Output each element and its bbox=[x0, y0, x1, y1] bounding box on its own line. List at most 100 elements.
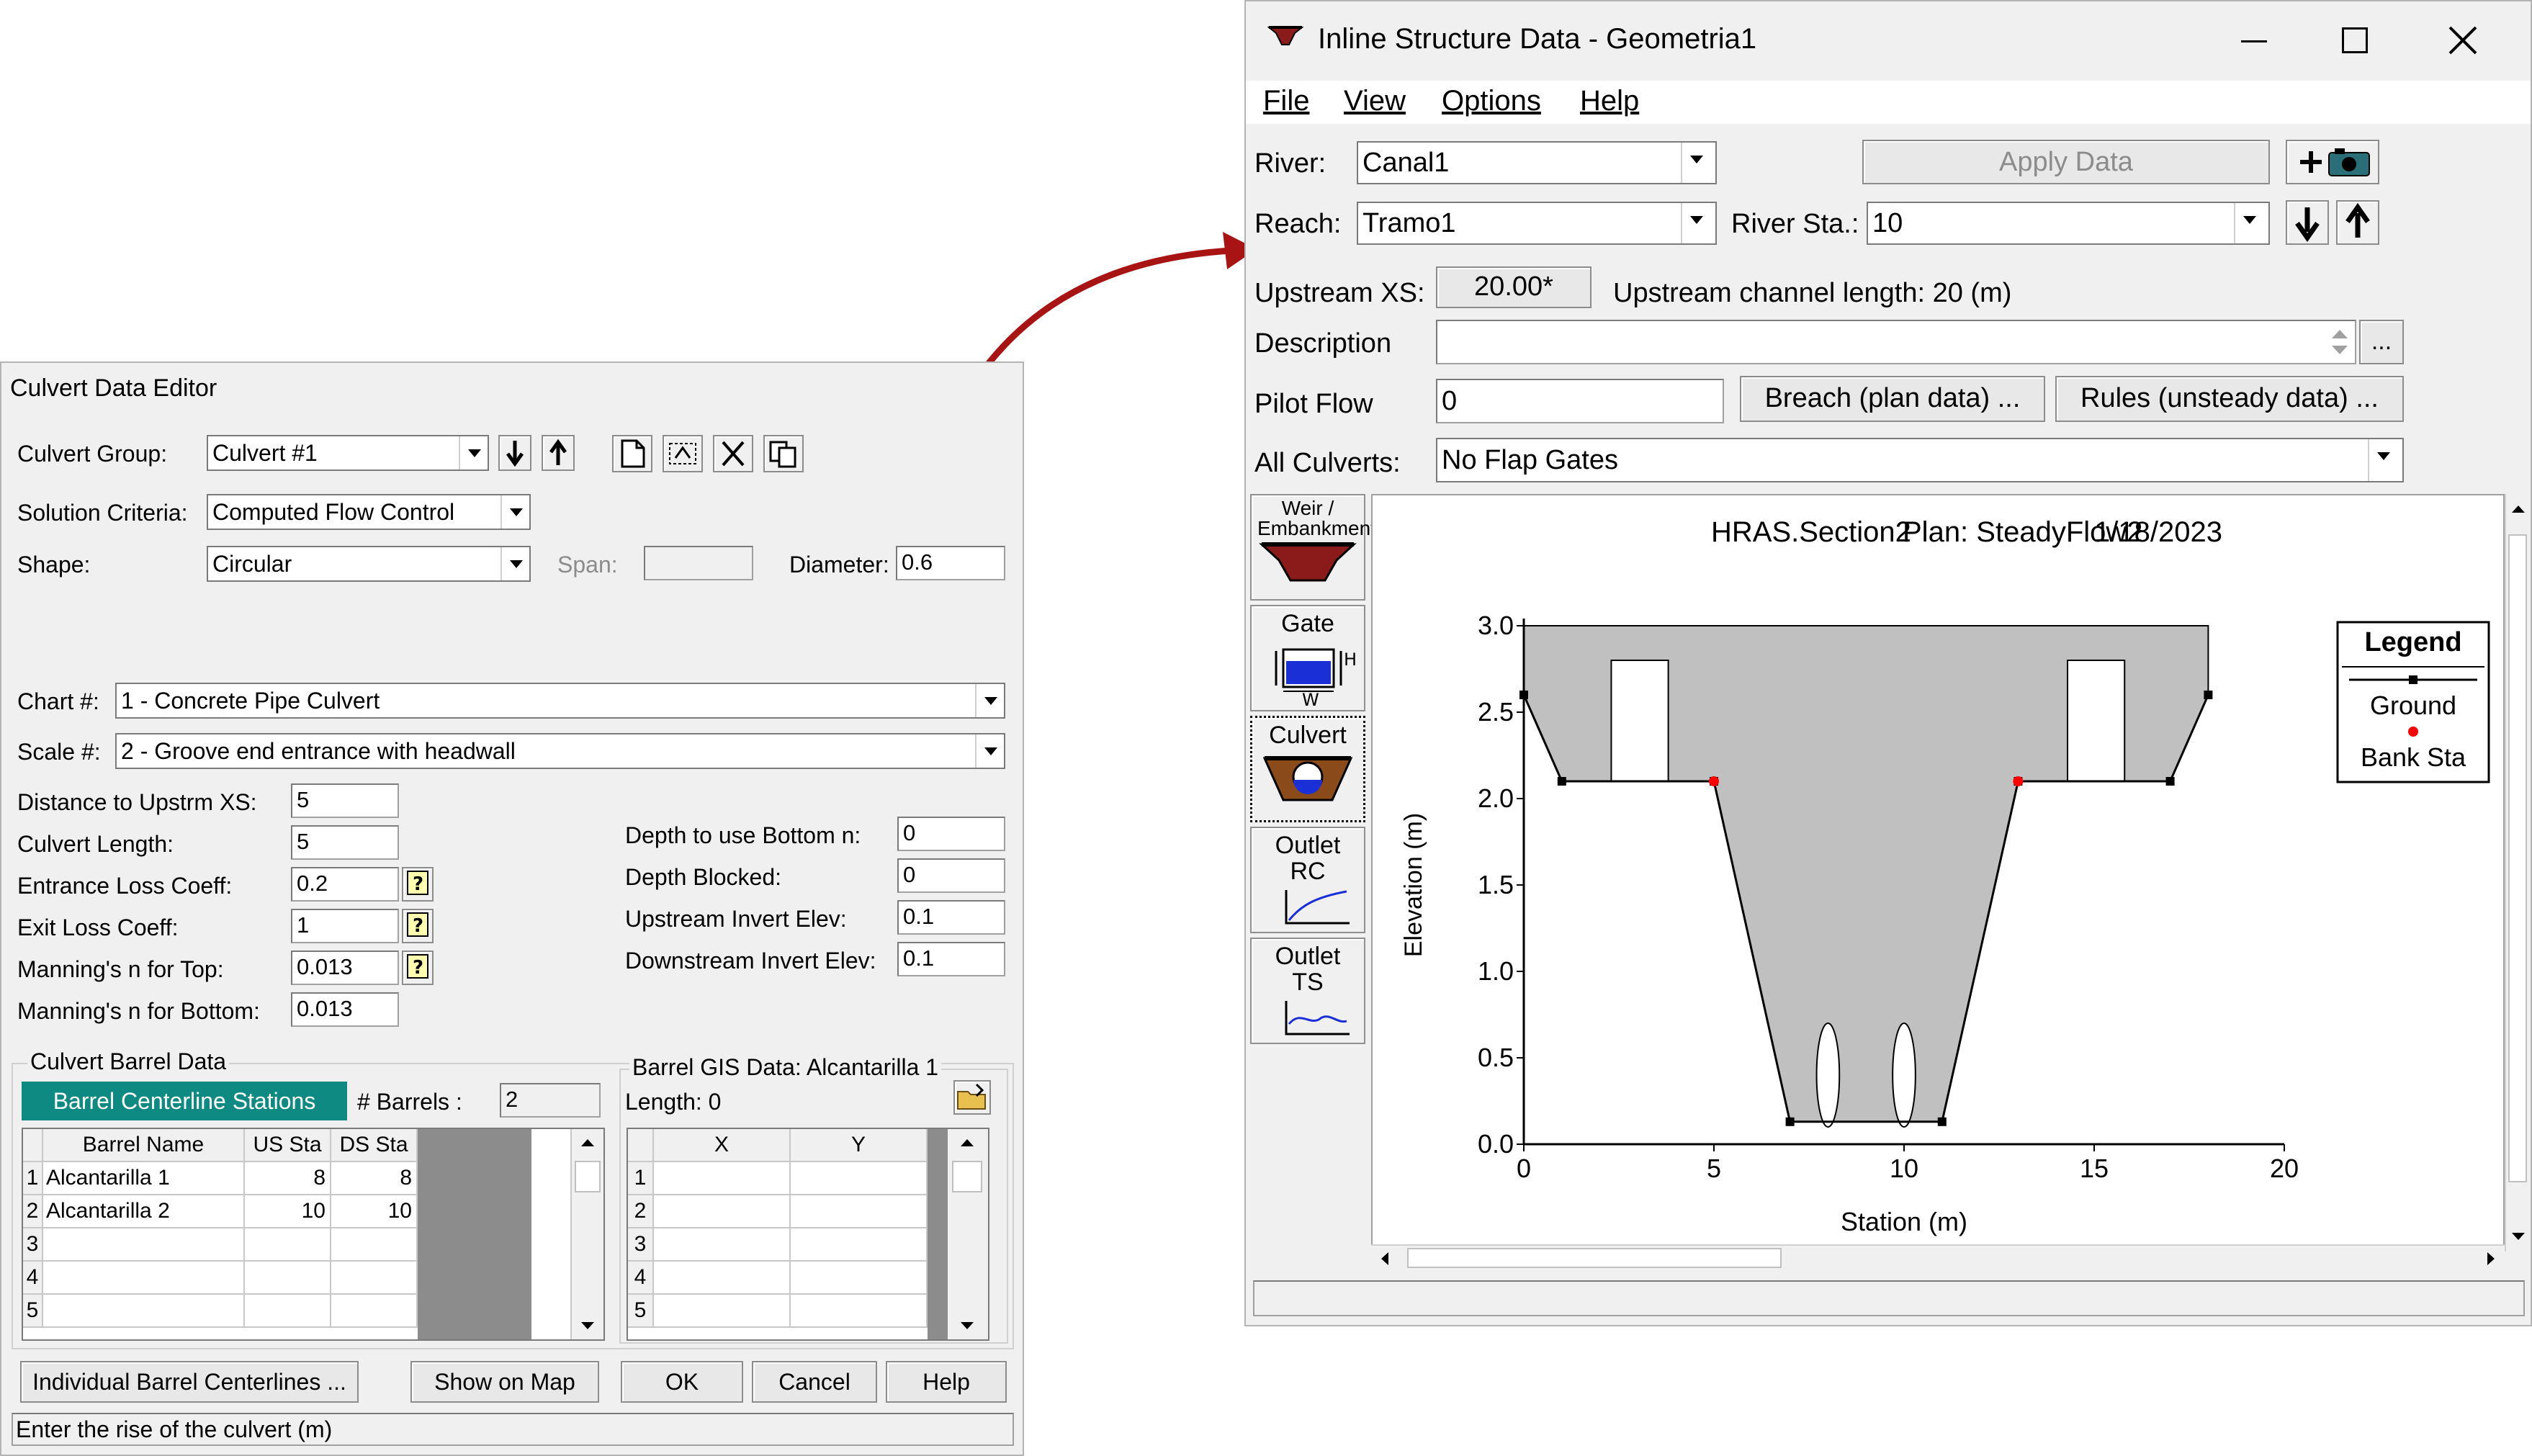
new-group-button[interactable] bbox=[612, 435, 652, 472]
individual-barrel-centerlines-button[interactable]: Individual Barrel Centerlines ... bbox=[20, 1361, 359, 1403]
us-sta-cell[interactable]: 10 bbox=[245, 1195, 331, 1228]
manning-bottom-field[interactable]: 0.013 bbox=[291, 992, 399, 1027]
barrel-stations-tab[interactable]: Barrel Centerline Stations bbox=[22, 1082, 347, 1120]
all-culverts-select[interactable]: No Flap Gates bbox=[1436, 438, 2404, 482]
y-cell[interactable] bbox=[791, 1195, 928, 1228]
apply-data-button[interactable]: Apply Data bbox=[1862, 140, 2270, 184]
us-sta-cell[interactable]: 8 bbox=[245, 1162, 331, 1195]
ds-sta-cell[interactable] bbox=[331, 1262, 418, 1295]
description-more-button[interactable]: ... bbox=[2359, 320, 2404, 364]
row-number: 4 bbox=[23, 1262, 43, 1295]
minimize-button[interactable] bbox=[2225, 16, 2283, 66]
description-field[interactable] bbox=[1436, 320, 2356, 364]
ds-sta-cell[interactable] bbox=[331, 1295, 418, 1328]
barrel-name-cell[interactable] bbox=[43, 1295, 245, 1328]
y-cell[interactable] bbox=[791, 1228, 928, 1262]
y-cell[interactable] bbox=[791, 1262, 928, 1295]
x-cell[interactable] bbox=[654, 1228, 791, 1262]
weir-embankment-tool[interactable]: Weir / Embankment bbox=[1250, 494, 1376, 601]
rules-button[interactable]: Rules (unsteady data) ... bbox=[2055, 376, 2404, 422]
copy-group-button[interactable] bbox=[763, 435, 804, 472]
prev-group-button[interactable] bbox=[542, 435, 575, 471]
pilot-flow-label: Pilot Flow bbox=[1254, 389, 1373, 419]
breach-button[interactable]: Breach (plan data) ... bbox=[1740, 376, 2045, 422]
outlet-ts-tool[interactable]: Outlet TS bbox=[1250, 938, 1365, 1044]
ds-sta-cell[interactable]: 10 bbox=[331, 1195, 418, 1228]
culvert-length-field[interactable]: 5 bbox=[291, 825, 399, 860]
entrance-loss-help-button[interactable]: ? bbox=[402, 867, 434, 902]
chart-select[interactable]: 1 - Concrete Pipe Culvert bbox=[115, 683, 1005, 719]
ds-sta-cell[interactable] bbox=[331, 1228, 418, 1262]
barrel-table-scrollbar[interactable] bbox=[570, 1129, 603, 1339]
y-cell[interactable] bbox=[791, 1162, 928, 1195]
shape-select[interactable]: Circular bbox=[207, 546, 531, 582]
scroll-thumb[interactable] bbox=[575, 1161, 601, 1192]
vertical-scrollbar[interactable] bbox=[2505, 494, 2529, 1251]
upstream-invert-field[interactable]: 0.1 bbox=[897, 900, 1005, 935]
add-picture-button[interactable] bbox=[2286, 140, 2379, 184]
culvert-group-select[interactable]: Culvert #1 bbox=[207, 435, 489, 471]
x-cell[interactable] bbox=[654, 1262, 791, 1295]
exit-loss-help-button[interactable]: ? bbox=[402, 909, 434, 943]
ok-button[interactable]: OK bbox=[621, 1361, 743, 1403]
manning-top-help-button[interactable]: ? bbox=[402, 951, 434, 985]
us-sta-cell[interactable] bbox=[245, 1262, 331, 1295]
culvert-tool[interactable]: Culvert bbox=[1250, 716, 1365, 822]
us-sta-cell[interactable] bbox=[245, 1228, 331, 1262]
distance-upstrm-field[interactable]: 5 bbox=[291, 783, 399, 818]
gate-tool[interactable]: Gate H W bbox=[1250, 605, 1365, 711]
reach-select[interactable]: Tramo1 bbox=[1357, 202, 1717, 245]
x-cell[interactable] bbox=[654, 1295, 791, 1328]
scroll-thumb[interactable] bbox=[952, 1161, 982, 1192]
next-station-button[interactable] bbox=[2286, 200, 2329, 245]
menu-options[interactable]: Options bbox=[1442, 85, 1541, 117]
entrance-loss-field[interactable]: 0.2 bbox=[291, 867, 399, 902]
scale-select[interactable]: 2 - Groove end entrance with headwall bbox=[115, 733, 1005, 769]
river-sta-select[interactable]: 10 bbox=[1867, 202, 2270, 245]
depth-blocked-field[interactable]: 0 bbox=[897, 858, 1005, 893]
ds-sta-cell[interactable]: 8 bbox=[331, 1162, 418, 1195]
y-tick-label: 0.5 bbox=[1478, 1043, 1514, 1072]
downstream-invert-field[interactable]: 0.1 bbox=[897, 942, 1005, 976]
barrel-name-cell[interactable] bbox=[43, 1228, 245, 1262]
y-cell[interactable] bbox=[791, 1295, 928, 1328]
rename-group-button[interactable] bbox=[663, 435, 703, 472]
cancel-button[interactable]: Cancel bbox=[752, 1361, 877, 1403]
barrel-name-cell[interactable]: Alcantarilla 1 bbox=[43, 1162, 245, 1195]
hscroll-thumb[interactable] bbox=[1407, 1248, 1782, 1268]
pilot-flow-field[interactable]: 0 bbox=[1436, 379, 1724, 423]
menu-file[interactable]: File bbox=[1263, 85, 1310, 117]
barrel-name-cell[interactable] bbox=[43, 1262, 245, 1295]
show-on-map-button[interactable]: Show on Map bbox=[410, 1361, 599, 1403]
x-cell[interactable] bbox=[654, 1195, 791, 1228]
barrel-name-cell[interactable]: Alcantarilla 2 bbox=[43, 1195, 245, 1228]
reach-value: Tramo1 bbox=[1362, 208, 1456, 238]
delete-group-button[interactable] bbox=[713, 435, 753, 472]
gis-data-group-label: Barrel GIS Data: Alcantarilla 1 bbox=[629, 1054, 942, 1081]
gis-import-button[interactable] bbox=[953, 1080, 991, 1115]
next-group-button[interactable] bbox=[498, 435, 531, 471]
menu-view[interactable]: View bbox=[1344, 85, 1406, 117]
river-select[interactable]: Canal1 bbox=[1357, 141, 1717, 184]
scroll-thumb[interactable] bbox=[2508, 534, 2527, 1182]
close-button[interactable] bbox=[2434, 16, 2492, 66]
menu-help[interactable]: Help bbox=[1580, 85, 1640, 117]
upstream-xs-button[interactable]: 20.00* bbox=[1436, 266, 1592, 308]
us-sta-cell[interactable] bbox=[245, 1295, 331, 1328]
diameter-field[interactable]: 0.6 bbox=[896, 546, 1005, 580]
prev-station-button[interactable] bbox=[2336, 200, 2379, 245]
solution-criteria-select[interactable]: Computed Flow Control bbox=[207, 494, 531, 530]
maximize-button[interactable] bbox=[2326, 16, 2384, 66]
gis-table-scrollbar[interactable] bbox=[948, 1129, 988, 1339]
manning-top-field[interactable]: 0.013 bbox=[291, 951, 399, 985]
horizontal-scrollbar[interactable] bbox=[1371, 1244, 2505, 1270]
exit-loss-field[interactable]: 1 bbox=[291, 909, 399, 943]
y-tick-label: 2.5 bbox=[1478, 697, 1514, 727]
help-button[interactable]: Help bbox=[886, 1361, 1007, 1403]
x-cell[interactable] bbox=[654, 1162, 791, 1195]
y-tick-label: 1.5 bbox=[1478, 870, 1514, 899]
depth-bottom-n-field[interactable]: 0 bbox=[897, 817, 1005, 851]
outlet-rc-tool[interactable]: Outlet RC bbox=[1250, 827, 1365, 933]
